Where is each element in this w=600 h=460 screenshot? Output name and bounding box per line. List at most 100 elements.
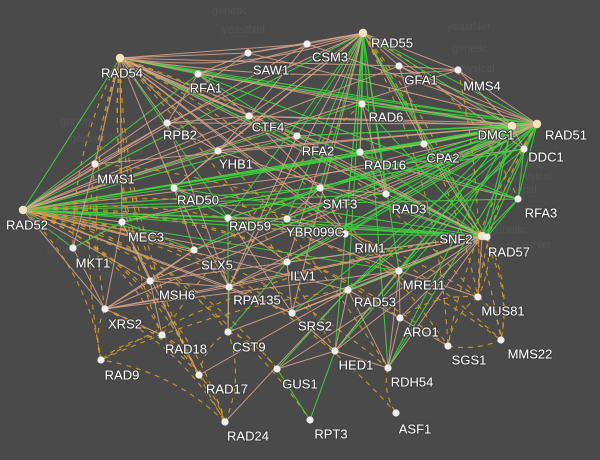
- edge-genetic: [224, 331, 237, 423]
- graph-node-label: RAD18: [165, 341, 207, 356]
- graph-node[interactable]: [224, 214, 232, 222]
- edge-genetic: [161, 103, 363, 336]
- edge-physical: [197, 73, 538, 125]
- edge-coexpr: [387, 317, 401, 369]
- graph-node-label: MUS81: [481, 303, 524, 318]
- edge-coexpr: [398, 270, 401, 319]
- edge-coexpr: [319, 187, 387, 195]
- graph-node[interactable]: [118, 218, 126, 226]
- graph-node[interactable]: [392, 409, 400, 417]
- graph-node[interactable]: [454, 66, 462, 74]
- graph-node[interactable]: [163, 119, 171, 127]
- graph-node[interactable]: [395, 62, 403, 70]
- graph-node-label: RAD57: [488, 244, 530, 259]
- graph-node[interactable]: [356, 148, 364, 156]
- graph-node[interactable]: [497, 336, 505, 344]
- graph-node[interactable]: [395, 267, 403, 275]
- edge-genetic: [104, 308, 226, 423]
- graph-node-label: MSH6: [159, 287, 195, 302]
- edge-physical: [22, 209, 74, 249]
- graph-node[interactable]: [244, 49, 252, 57]
- graph-node[interactable]: [69, 244, 77, 252]
- edge-coexpr: [286, 32, 364, 263]
- graph-node[interactable]: [288, 309, 296, 317]
- edge-coexpr: [399, 317, 449, 347]
- graph-node[interactable]: [190, 246, 198, 254]
- node-label-layer: RAD54 RAD52 RAD55 RAD51 DMC1 SNF2 RFA1 SAW1 CSM3…: [5, 34, 588, 444]
- graph-node[interactable]: [214, 147, 222, 155]
- edge-physical: [344, 123, 538, 235]
- graph-node[interactable]: [224, 328, 232, 336]
- graph-node[interactable]: [245, 112, 253, 120]
- graph-node[interactable]: [316, 184, 324, 192]
- graph-node[interactable]: [293, 132, 301, 140]
- graph-node[interactable]: [97, 356, 105, 364]
- graph-node[interactable]: [331, 347, 339, 355]
- edge-coexpr: [22, 209, 123, 223]
- graph-node[interactable]: [384, 364, 392, 372]
- graph-node[interactable]: [474, 293, 482, 301]
- graph-node[interactable]: [194, 70, 202, 78]
- graph-node[interactable]: [158, 331, 166, 339]
- graph-node[interactable]: [303, 40, 311, 48]
- graph-node[interactable]: [358, 100, 366, 108]
- graph-node[interactable]: [514, 195, 522, 203]
- graph-node[interactable]: [146, 277, 154, 285]
- edge-coexpr: [119, 57, 168, 124]
- edge-coexpr: [228, 123, 538, 288]
- graph-node[interactable]: [283, 258, 291, 266]
- graph-node[interactable]: [18, 205, 28, 215]
- graph-node[interactable]: [420, 140, 428, 148]
- graph-node[interactable]: [396, 314, 404, 322]
- graph-node[interactable]: [221, 418, 229, 426]
- graph-node[interactable]: [507, 121, 517, 131]
- graph-node[interactable]: [225, 283, 233, 291]
- edge-coexpr: [22, 43, 308, 211]
- edge-coexpr: [334, 235, 483, 352]
- graph-node[interactable]: [91, 160, 99, 168]
- graph-node-label: RAD53: [354, 294, 396, 309]
- graph-node[interactable]: [344, 286, 352, 294]
- graph-node[interactable]: [358, 28, 368, 38]
- edge-physical: [227, 125, 513, 219]
- graph-node[interactable]: [532, 119, 542, 129]
- graph-node[interactable]: [101, 305, 109, 313]
- edge-coexpr: [149, 280, 230, 288]
- graph-node[interactable]: [444, 342, 452, 350]
- edge-coexpr: [104, 235, 483, 310]
- edge-physical: [319, 123, 538, 189]
- graph-node[interactable]: [283, 215, 291, 223]
- graph-node-label: MRE11: [403, 277, 445, 292]
- edge-genetic: [22, 209, 311, 421]
- edge-coexpr: [334, 270, 400, 352]
- edge-physical: [197, 73, 298, 137]
- graph-node[interactable]: [520, 145, 528, 153]
- graph-node[interactable]: [382, 190, 390, 198]
- graph-node-label: XRS2: [108, 316, 142, 331]
- edge-physical: [296, 135, 519, 200]
- graph-node[interactable]: [341, 230, 349, 238]
- edge-physical: [385, 125, 513, 195]
- edge-coexpr: [398, 65, 538, 125]
- graph-node-label: RAD54: [101, 65, 143, 80]
- graph-node[interactable]: [115, 53, 125, 63]
- graph-node[interactable]: [483, 233, 491, 241]
- graph-node[interactable]: [273, 365, 281, 373]
- edge-physical: [227, 217, 483, 237]
- edge-genetic: [97, 308, 106, 361]
- graph-node[interactable]: [195, 371, 203, 379]
- graph-node-label: RAD6: [369, 109, 404, 124]
- graph-node[interactable]: [306, 416, 314, 424]
- graph-node-label: ILV1: [290, 268, 316, 283]
- graph-node[interactable]: [170, 184, 178, 192]
- edge-physical: [486, 123, 538, 238]
- edge-physical: [334, 123, 538, 352]
- edge-genetic: [362, 32, 519, 200]
- graph-node-label: DMC1: [478, 127, 515, 142]
- edge-physical: [22, 187, 321, 211]
- edge-layer: [22, 32, 538, 423]
- node-layer[interactable]: [18, 28, 542, 426]
- edge-coexpr: [286, 187, 321, 220]
